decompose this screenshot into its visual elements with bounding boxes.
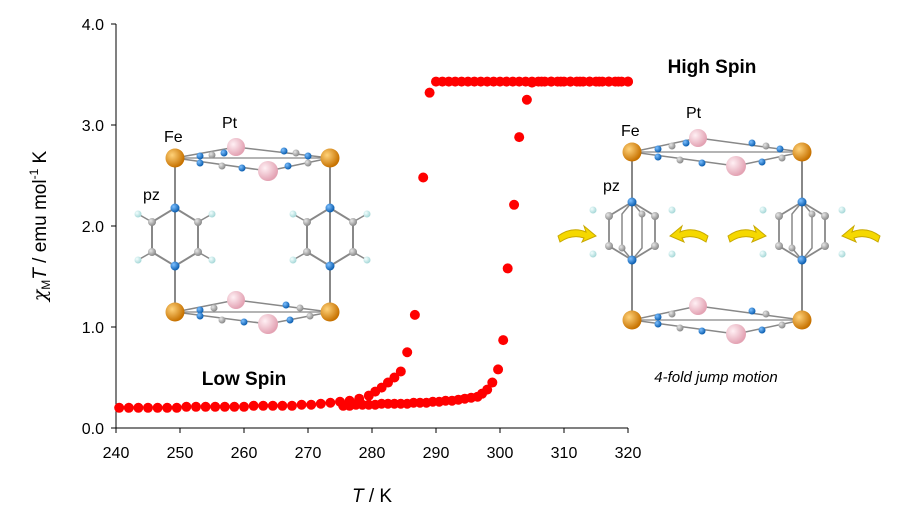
data-point bbox=[181, 401, 192, 412]
right-structure-image: Fe Pt pz bbox=[557, 105, 881, 344]
data-point bbox=[395, 366, 406, 377]
data-point bbox=[487, 377, 498, 388]
axis-ticks: 240 250 260 270 280 290 300 310 320 0.0 1.0 2.0 3.0 4… bbox=[82, 17, 642, 462]
data-point bbox=[498, 335, 509, 346]
x-tick-label: 300 bbox=[487, 445, 514, 462]
data-point bbox=[325, 397, 336, 408]
data-point bbox=[200, 401, 211, 412]
left-structure-image: Fe Pt pz bbox=[134, 115, 371, 334]
left-pt-label: Pt bbox=[222, 115, 238, 132]
x-tick-label: 260 bbox=[231, 445, 258, 462]
data-point bbox=[296, 399, 307, 410]
data-point bbox=[502, 263, 513, 274]
data-point bbox=[315, 398, 326, 409]
data-point bbox=[210, 401, 221, 412]
x-tick-label: 280 bbox=[359, 445, 386, 462]
data-point bbox=[594, 76, 605, 87]
data-point bbox=[509, 199, 520, 210]
x-tick-label: 270 bbox=[295, 445, 322, 462]
data-point bbox=[162, 402, 173, 413]
bottom-layer bbox=[165, 291, 340, 334]
data-point bbox=[389, 372, 400, 383]
data-point bbox=[152, 402, 163, 413]
y-tick-label: 0.0 bbox=[82, 421, 104, 438]
data-point bbox=[424, 87, 435, 98]
data-point bbox=[229, 401, 240, 412]
data-point bbox=[191, 401, 201, 412]
right-disordered-pyrazine bbox=[759, 197, 846, 265]
data-points bbox=[114, 76, 633, 413]
top-layer bbox=[165, 138, 340, 181]
data-point bbox=[418, 172, 429, 183]
data-point bbox=[536, 76, 547, 87]
data-point bbox=[527, 77, 537, 88]
data-point bbox=[258, 400, 269, 411]
data-point bbox=[613, 76, 624, 87]
data-point bbox=[338, 400, 349, 411]
x-tick-label: 320 bbox=[615, 445, 642, 462]
data-point bbox=[402, 347, 413, 358]
data-point bbox=[114, 402, 125, 413]
left-pyrazine bbox=[134, 203, 216, 271]
y-tick-label: 3.0 bbox=[82, 118, 104, 135]
x-tick-label: 310 bbox=[551, 445, 578, 462]
data-point bbox=[603, 76, 614, 87]
data-point bbox=[171, 402, 182, 413]
x-tick-label: 240 bbox=[103, 445, 130, 462]
data-point bbox=[521, 94, 532, 105]
jump-motion-label: 4-fold jump motion bbox=[654, 369, 777, 386]
data-point bbox=[248, 400, 259, 411]
rotation-arrow-icon bbox=[557, 224, 881, 243]
data-point bbox=[555, 76, 566, 87]
data-point bbox=[123, 402, 134, 413]
data-point bbox=[493, 364, 504, 375]
y-tick-label: 1.0 bbox=[82, 320, 104, 337]
data-point bbox=[219, 401, 230, 412]
right-pt-label: Pt bbox=[686, 105, 702, 122]
low-spin-label: Low Spin bbox=[202, 369, 286, 390]
data-point bbox=[514, 132, 525, 143]
top-layer bbox=[622, 129, 812, 176]
bottom-layer bbox=[622, 297, 812, 344]
data-point bbox=[267, 400, 278, 411]
data-point bbox=[133, 402, 144, 413]
data-point bbox=[277, 400, 288, 411]
x-tick-label: 290 bbox=[423, 445, 450, 462]
data-point bbox=[584, 76, 595, 87]
data-point bbox=[239, 401, 249, 412]
data-point bbox=[143, 402, 153, 413]
y-tick-label: 2.0 bbox=[82, 219, 104, 236]
right-fe-label: Fe bbox=[621, 123, 640, 140]
left-pz-label: pz bbox=[143, 187, 160, 204]
y-tick-label: 4.0 bbox=[82, 17, 104, 34]
high-spin-label: High Spin bbox=[668, 57, 757, 78]
left-fe-label: Fe bbox=[164, 129, 183, 146]
left-disordered-pyrazine bbox=[589, 197, 676, 265]
y-axis-label: χMT / emu mol-1 K bbox=[27, 150, 53, 303]
x-tick-label: 250 bbox=[167, 445, 194, 462]
data-point bbox=[546, 76, 557, 87]
data-point bbox=[306, 399, 317, 410]
data-point bbox=[623, 76, 633, 87]
x-axis-label: T / K bbox=[352, 486, 392, 507]
data-point bbox=[287, 400, 297, 411]
data-point bbox=[409, 309, 420, 320]
right-pyrazine bbox=[289, 203, 371, 271]
right-pz-label: pz bbox=[603, 178, 620, 195]
data-point bbox=[565, 76, 576, 87]
data-point bbox=[575, 76, 585, 87]
